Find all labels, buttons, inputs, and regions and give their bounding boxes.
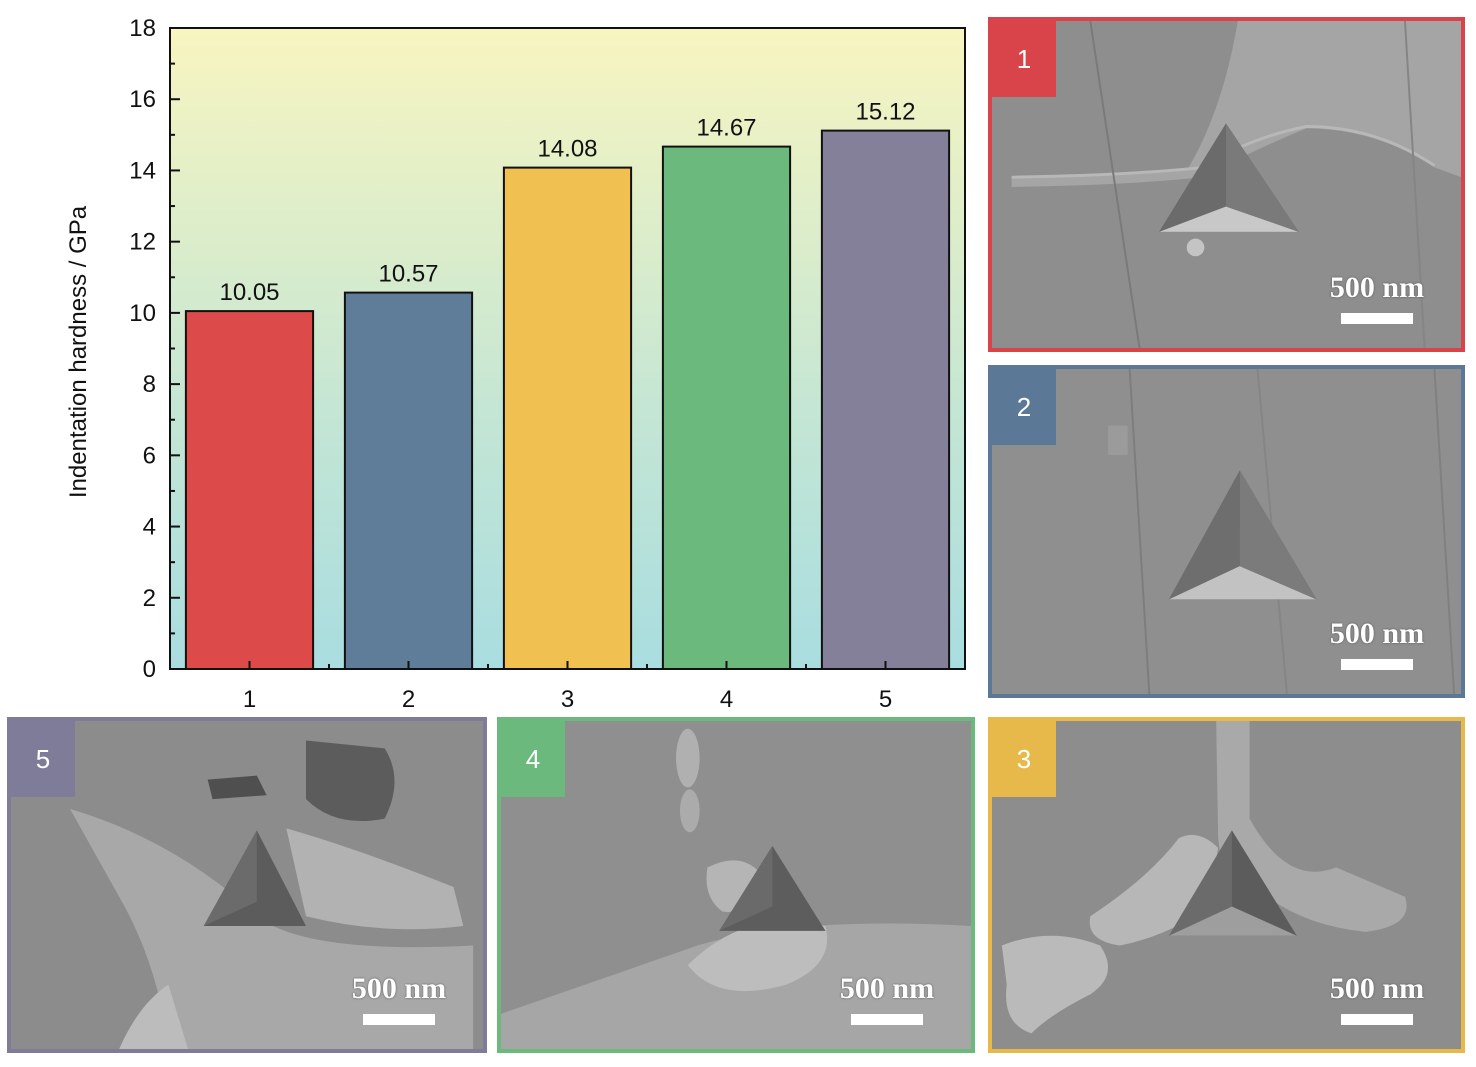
sem-panel-5: 5 500 nm	[7, 717, 487, 1053]
y-tick-label-2: 2	[143, 585, 156, 612]
y-tick-label-16: 16	[129, 86, 156, 113]
value-label-5: 15.12	[855, 99, 915, 126]
scale-bar-1: 500 nm	[1321, 273, 1433, 324]
scale-text-1: 500 nm	[1329, 271, 1425, 304]
scale-text-4: 500 nm	[839, 972, 935, 1005]
scale-text-2: 500 nm	[1329, 617, 1425, 650]
scale-text-3: 500 nm	[1329, 972, 1425, 1005]
value-label-2: 10.57	[378, 261, 438, 288]
panel-label-2: 2	[992, 369, 1056, 445]
sem-image-3	[992, 721, 1461, 1049]
bar-1	[184, 310, 315, 670]
sem-panel-1: 1 500 nm	[988, 17, 1465, 352]
scale-line-4	[851, 1014, 923, 1025]
panel-label-4: 4	[501, 721, 565, 797]
y-axis: 0 2 4 6 8 10 12 14 16 18	[129, 15, 180, 683]
value-label-3: 14.08	[537, 136, 597, 163]
scale-line-3	[1341, 1014, 1413, 1025]
y-axis-label: Indentation hardness / GPa	[65, 205, 92, 498]
x-tick-label-4: 4	[720, 686, 733, 713]
y-tick-label-8: 8	[143, 371, 156, 398]
x-axis: 1 2 3 4 5	[243, 661, 892, 713]
bar-2	[343, 291, 474, 670]
scale-line-2	[1341, 659, 1413, 670]
scale-bar-4: 500 nm	[831, 974, 943, 1025]
x-tick-label-5: 5	[879, 686, 892, 713]
sem-panel-2: 2 500 nm	[988, 365, 1465, 698]
y-tick-label-12: 12	[129, 229, 156, 256]
sem-image-5	[11, 721, 483, 1049]
scale-bar-5: 500 nm	[343, 974, 455, 1025]
bar-5	[820, 129, 951, 671]
y-tick-label-14: 14	[129, 157, 156, 184]
value-label-4: 14.67	[696, 115, 756, 142]
x-tick-label-3: 3	[561, 686, 574, 713]
scale-bar-3: 500 nm	[1321, 974, 1433, 1025]
sem-panel-3: 3 500 nm	[988, 717, 1465, 1053]
sem-panel-4: 4 500 nm	[497, 717, 975, 1053]
value-label-1: 10.05	[219, 279, 279, 306]
y-tick-label-4: 4	[143, 514, 156, 541]
sem-image-1	[992, 21, 1461, 348]
bars-group	[184, 129, 951, 671]
y-tick-label-0: 0	[143, 656, 156, 683]
y-tick-label-6: 6	[143, 442, 156, 469]
value-labels-group: 10.05 10.57 14.08 14.67 15.12	[219, 99, 915, 307]
scale-line-5	[363, 1014, 435, 1025]
x-tick-label-2: 2	[402, 686, 415, 713]
scale-bar-2: 500 nm	[1321, 619, 1433, 670]
x-tick-label-1: 1	[243, 686, 256, 713]
panel-label-3: 3	[992, 721, 1056, 797]
scale-text-5: 500 nm	[351, 972, 447, 1005]
bar-4	[661, 145, 792, 671]
sem-image-2	[992, 369, 1461, 694]
y-tick-label-18: 18	[129, 15, 156, 42]
bar-3	[502, 166, 633, 670]
scale-line-1	[1341, 313, 1413, 324]
panel-label-5: 5	[11, 721, 75, 797]
panel-label-1: 1	[992, 21, 1056, 97]
y-tick-label-10: 10	[129, 300, 156, 327]
